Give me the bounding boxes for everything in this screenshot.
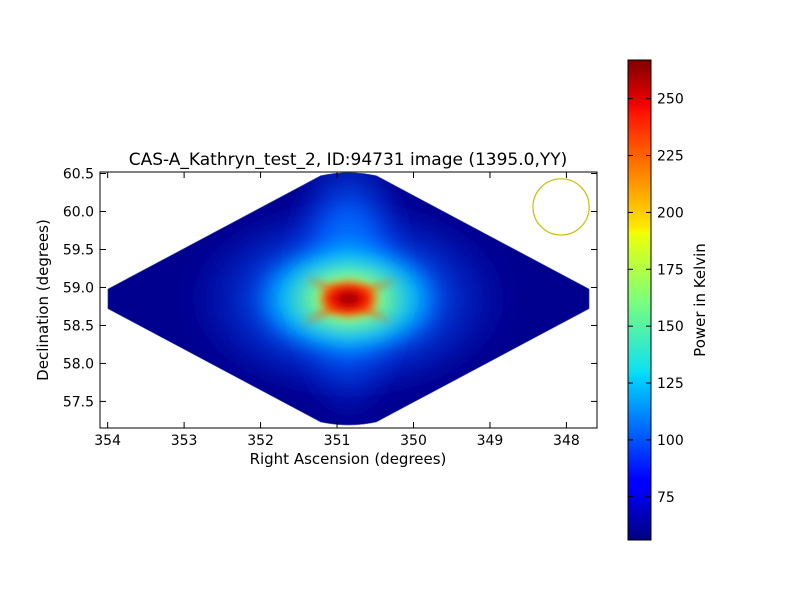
x-axis: 354 353 352 351 350 349 348 [94, 172, 580, 449]
beam-circle [532, 178, 590, 236]
colorbar-tick-label: 125 [657, 376, 684, 392]
colorbar-tick-label: 100 [657, 433, 684, 449]
colorbar [627, 59, 652, 541]
y-tick-label: 60.0 [63, 205, 94, 221]
x-tick-label: 354 [94, 433, 121, 449]
heatmap-peak [316, 278, 381, 319]
colorbar-tick-label: 225 [657, 149, 684, 165]
y-tick-label: 59.0 [63, 280, 94, 296]
colorbar-tick-label: 175 [657, 262, 684, 278]
heatmap [107, 172, 590, 426]
y-axis: 57.5 58.0 58.5 59.0 59.5 60.0 60.5 [63, 167, 597, 410]
colorbar-tick-label: 250 [657, 92, 684, 108]
x-tick-label: 353 [171, 433, 198, 449]
colorbar-tick-label: 75 [657, 490, 675, 506]
y-tick-label: 58.0 [63, 356, 94, 372]
colorbar-tick-label: 150 [657, 319, 684, 335]
y-tick-label: 57.5 [63, 394, 94, 410]
colorbar-label: Power in Kelvin [691, 243, 709, 357]
x-tick-label: 351 [324, 433, 351, 449]
chart-title: CAS-A_Kathryn_test_2, ID:94731 image (13… [129, 150, 568, 170]
colorbar-ticks: 75 100 125 150 175 200 225 250 [628, 92, 684, 506]
x-tick-label: 348 [553, 433, 580, 449]
y-tick-label: 60.5 [63, 167, 94, 183]
plot-frame [99, 171, 598, 429]
x-tick-label: 349 [477, 433, 504, 449]
y-tick-label: 58.5 [63, 318, 94, 334]
x-tick-label: 350 [400, 433, 427, 449]
colorbar-tick-label: 200 [657, 205, 684, 221]
y-tick-label: 59.5 [63, 242, 94, 258]
x-tick-label: 352 [247, 433, 274, 449]
y-axis-label: Declination (degrees) [34, 219, 52, 381]
x-axis-label: Right Ascension (degrees) [250, 450, 447, 468]
